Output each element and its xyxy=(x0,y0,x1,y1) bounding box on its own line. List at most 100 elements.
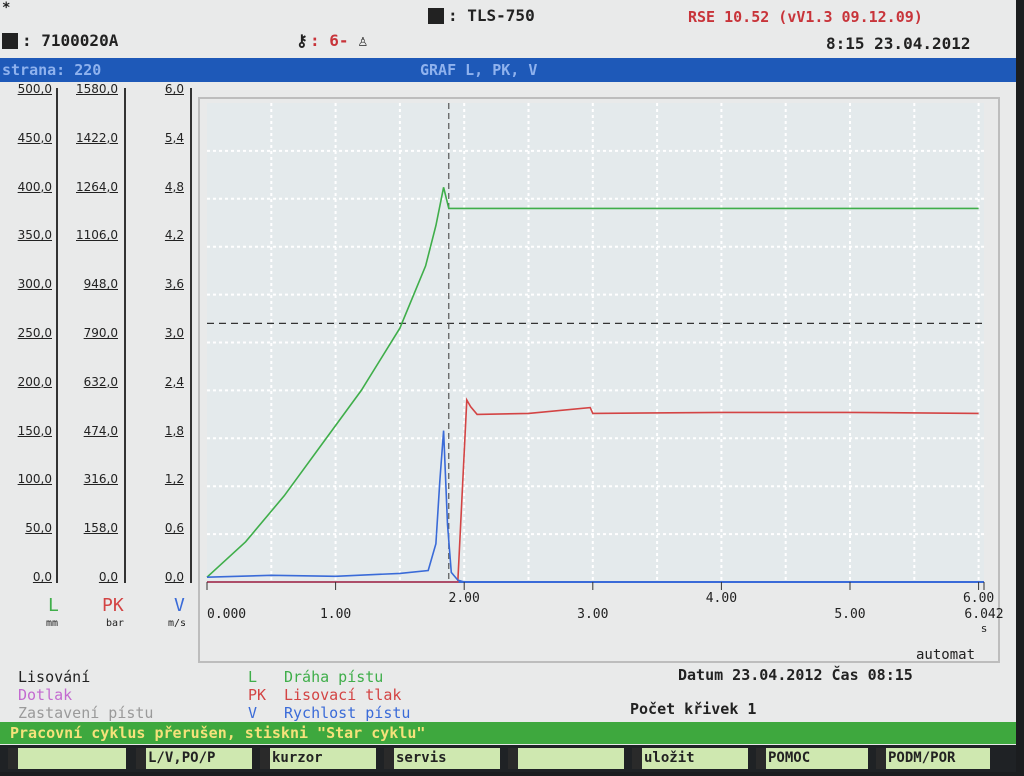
axis-pk-tick: 1106,0 xyxy=(76,228,118,243)
f1-number: 1 xyxy=(9,752,16,765)
axis-pk-tick: 948,0 xyxy=(83,277,118,292)
chart[interactable]: 0.000 1.00 3.00 5.00 6.042 2.00 4.00 6.00 s xyxy=(0,0,1016,660)
phase-label-zastaveni: Zastavení pístu xyxy=(18,704,154,722)
axis-pk-tick: 158,0 xyxy=(83,521,118,536)
series-line-1 xyxy=(206,187,979,578)
title-bar: strana: 220 GRAF L, PK, V xyxy=(0,58,1016,82)
axis-pk-tick: 316,0 xyxy=(83,472,118,487)
plot-frame xyxy=(198,97,1000,663)
axis-v-tick: 5,4 xyxy=(164,130,184,145)
f2-label: L/V,PO/P xyxy=(148,750,216,766)
f3-number: 3 xyxy=(261,752,268,765)
series-line-2 xyxy=(207,397,979,583)
axis-pk-tick: 1264,0 xyxy=(76,179,118,194)
page-title: GRAF L, PK, V xyxy=(420,61,538,79)
legend-v-code: V xyxy=(248,704,258,722)
mode-label: automat xyxy=(916,647,976,663)
menu-star[interactable]: * xyxy=(2,0,11,16)
x-tick-label: 0.000 xyxy=(207,607,246,622)
datetime-label: Datum 23.04.2012 Čas 08:15 xyxy=(678,666,913,684)
person-icon: ♙ xyxy=(358,31,368,50)
x-tick-label: 6.042 xyxy=(964,607,1003,622)
version-text: RSE 10.52 (vV1.3 09.12.09) xyxy=(688,8,923,26)
axis-v-tick: 3,0 xyxy=(164,326,184,340)
axis-l-tick: 200,0 xyxy=(17,374,52,389)
axis-pk-tick: 0,0 xyxy=(98,570,118,584)
axis-l-tick: 300,0 xyxy=(17,277,52,292)
axis-v-tick: 0,6 xyxy=(164,521,184,536)
axis-v-tick: 4,8 xyxy=(164,179,184,194)
part-label: : 7100020A xyxy=(22,31,119,50)
phase-label-dotlak: Dotlak xyxy=(18,686,73,704)
f4-number: 4 xyxy=(385,752,392,765)
axis-pk-tick: 1580,0 xyxy=(76,82,118,96)
axis-l-tick: 250,0 xyxy=(17,326,52,340)
x-tick-label: 6.00 xyxy=(963,591,994,606)
clock: 8:15 23.04.2012 xyxy=(826,34,971,53)
f8-label: PODM/POR xyxy=(888,750,956,766)
axis-pk-name: PK xyxy=(102,595,124,616)
f7-number: 7 xyxy=(757,752,764,765)
f4-button[interactable]: 4 servis xyxy=(384,748,500,769)
axis-v-tick: 6,0 xyxy=(164,82,184,96)
axis-v-tick: 3,6 xyxy=(164,277,184,292)
axis-pk xyxy=(60,88,126,583)
f5-number: 5 xyxy=(509,752,516,765)
status-bar: Pracovní cyklus přerušen, stiskni "Star … xyxy=(0,722,1016,744)
axis-pk-tick: 474,0 xyxy=(83,423,118,438)
f5-button[interactable]: 5 xyxy=(508,748,624,769)
machine-label: : TLS-750 xyxy=(448,6,535,25)
f8-number: 8 xyxy=(877,752,884,765)
f7-label: POMOC xyxy=(768,750,811,766)
axis-l-name: L xyxy=(48,595,59,616)
f7-button[interactable]: 7 POMOC xyxy=(756,748,868,769)
axis-pk-tick: 1422,0 xyxy=(76,130,118,145)
axis-l-tick: 100,0 xyxy=(17,472,52,487)
axis-v-tick: 1,2 xyxy=(164,472,184,487)
axis-v-unit: m/s xyxy=(168,618,187,629)
operator-label: : 6- xyxy=(310,31,349,50)
f8-button[interactable]: 8 PODM/POR xyxy=(876,748,990,769)
machine-icon xyxy=(428,8,444,24)
axis-v-name: V xyxy=(174,595,185,616)
axis-v-tick: 2,4 xyxy=(164,374,184,389)
f6-label: uložit xyxy=(644,750,695,766)
x-axis-unit: s xyxy=(981,622,988,635)
x-tick-label: 3.00 xyxy=(577,607,608,622)
axis-l-tick: 50,0 xyxy=(25,521,52,536)
f6-number: 6 xyxy=(633,752,640,765)
axis-v xyxy=(128,88,192,583)
f2-button[interactable]: 2 L/V,PO/P xyxy=(136,748,252,769)
axis-pk-tick: 790,0 xyxy=(83,326,118,340)
axis-l-tick: 500,0 xyxy=(17,82,52,96)
axis-pk-tick: 632,0 xyxy=(83,374,118,389)
x-tick-label: 4.00 xyxy=(706,591,737,606)
status-message: Pracovní cyklus přerušen, stiskni "Star … xyxy=(10,724,426,742)
f1-button[interactable]: 1 xyxy=(8,748,126,769)
axis-l-tick: 400,0 xyxy=(17,179,52,194)
legend-pk-code: PK xyxy=(248,686,267,704)
legend-l-text: Dráha pístu xyxy=(284,668,384,686)
page-number: strana: 220 xyxy=(2,61,102,79)
axis-l-unit: mm xyxy=(46,618,59,629)
x-tick-label: 1.00 xyxy=(320,607,351,622)
legend-v-text: Rychlost pístu xyxy=(284,704,411,722)
axis-v-tick: 4,2 xyxy=(164,228,184,243)
f6-button[interactable]: 6 uložit xyxy=(632,748,748,769)
x-tick-label: 5.00 xyxy=(834,607,865,622)
part-icon xyxy=(2,33,18,49)
axis-l-tick: 0,0 xyxy=(32,570,52,584)
f4-label: servis xyxy=(396,750,447,766)
f3-button[interactable]: 3 kurzor xyxy=(260,748,376,769)
axis-v-tick: 1,8 xyxy=(164,423,184,438)
series-line-3 xyxy=(206,430,979,583)
key-icon: ⚷ xyxy=(296,31,308,50)
f2-number: 2 xyxy=(137,752,144,765)
curve-count: Počet křivek 1 xyxy=(630,700,757,718)
f3-label: kurzor xyxy=(272,750,323,766)
phase-label-lisovani: Lisování xyxy=(18,668,91,686)
axis-l xyxy=(4,88,58,583)
axis-l-tick: 150,0 xyxy=(17,423,52,438)
axis-l-tick: 450,0 xyxy=(17,130,52,145)
